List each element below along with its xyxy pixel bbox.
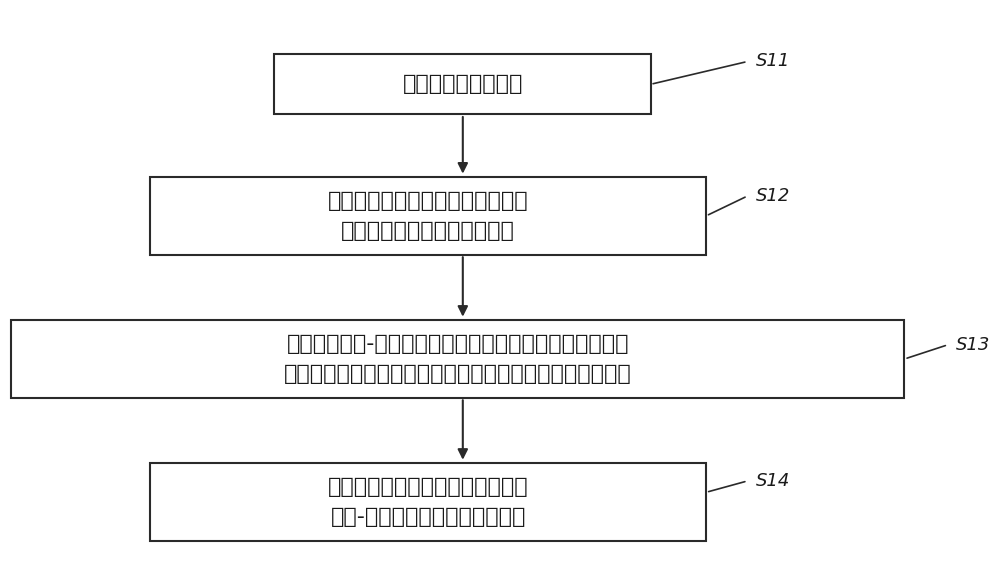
FancyBboxPatch shape [150,177,706,255]
Text: S13: S13 [956,336,990,354]
FancyBboxPatch shape [274,54,651,114]
FancyBboxPatch shape [11,320,904,398]
Text: 建立车辆控制-速度传递函数与内模补偿器的闭环系统，使
车速反馈控制系统内稳定，并且逐渐地实现零速度跟踪误差: 建立车辆控制-速度传递函数与内模补偿器的闭环系统，使 车速反馈控制系统内稳定，并… [284,334,632,384]
Text: 通过设置前馈增益和反馈增益调整
车辆自身的固有频率和阻尼比: 通过设置前馈增益和反馈增益调整 车辆自身的固有频率和阻尼比 [328,191,528,241]
FancyBboxPatch shape [150,463,706,540]
Text: S14: S14 [756,472,790,490]
Text: 建立车辆动力学模型: 建立车辆动力学模型 [403,74,523,94]
Text: 在内模补偿器的作用下，使得车辆
控制-位置传递函数实现位置跟踪: 在内模补偿器的作用下，使得车辆 控制-位置传递函数实现位置跟踪 [328,477,528,527]
Text: S11: S11 [756,52,790,71]
Text: S12: S12 [756,187,790,205]
